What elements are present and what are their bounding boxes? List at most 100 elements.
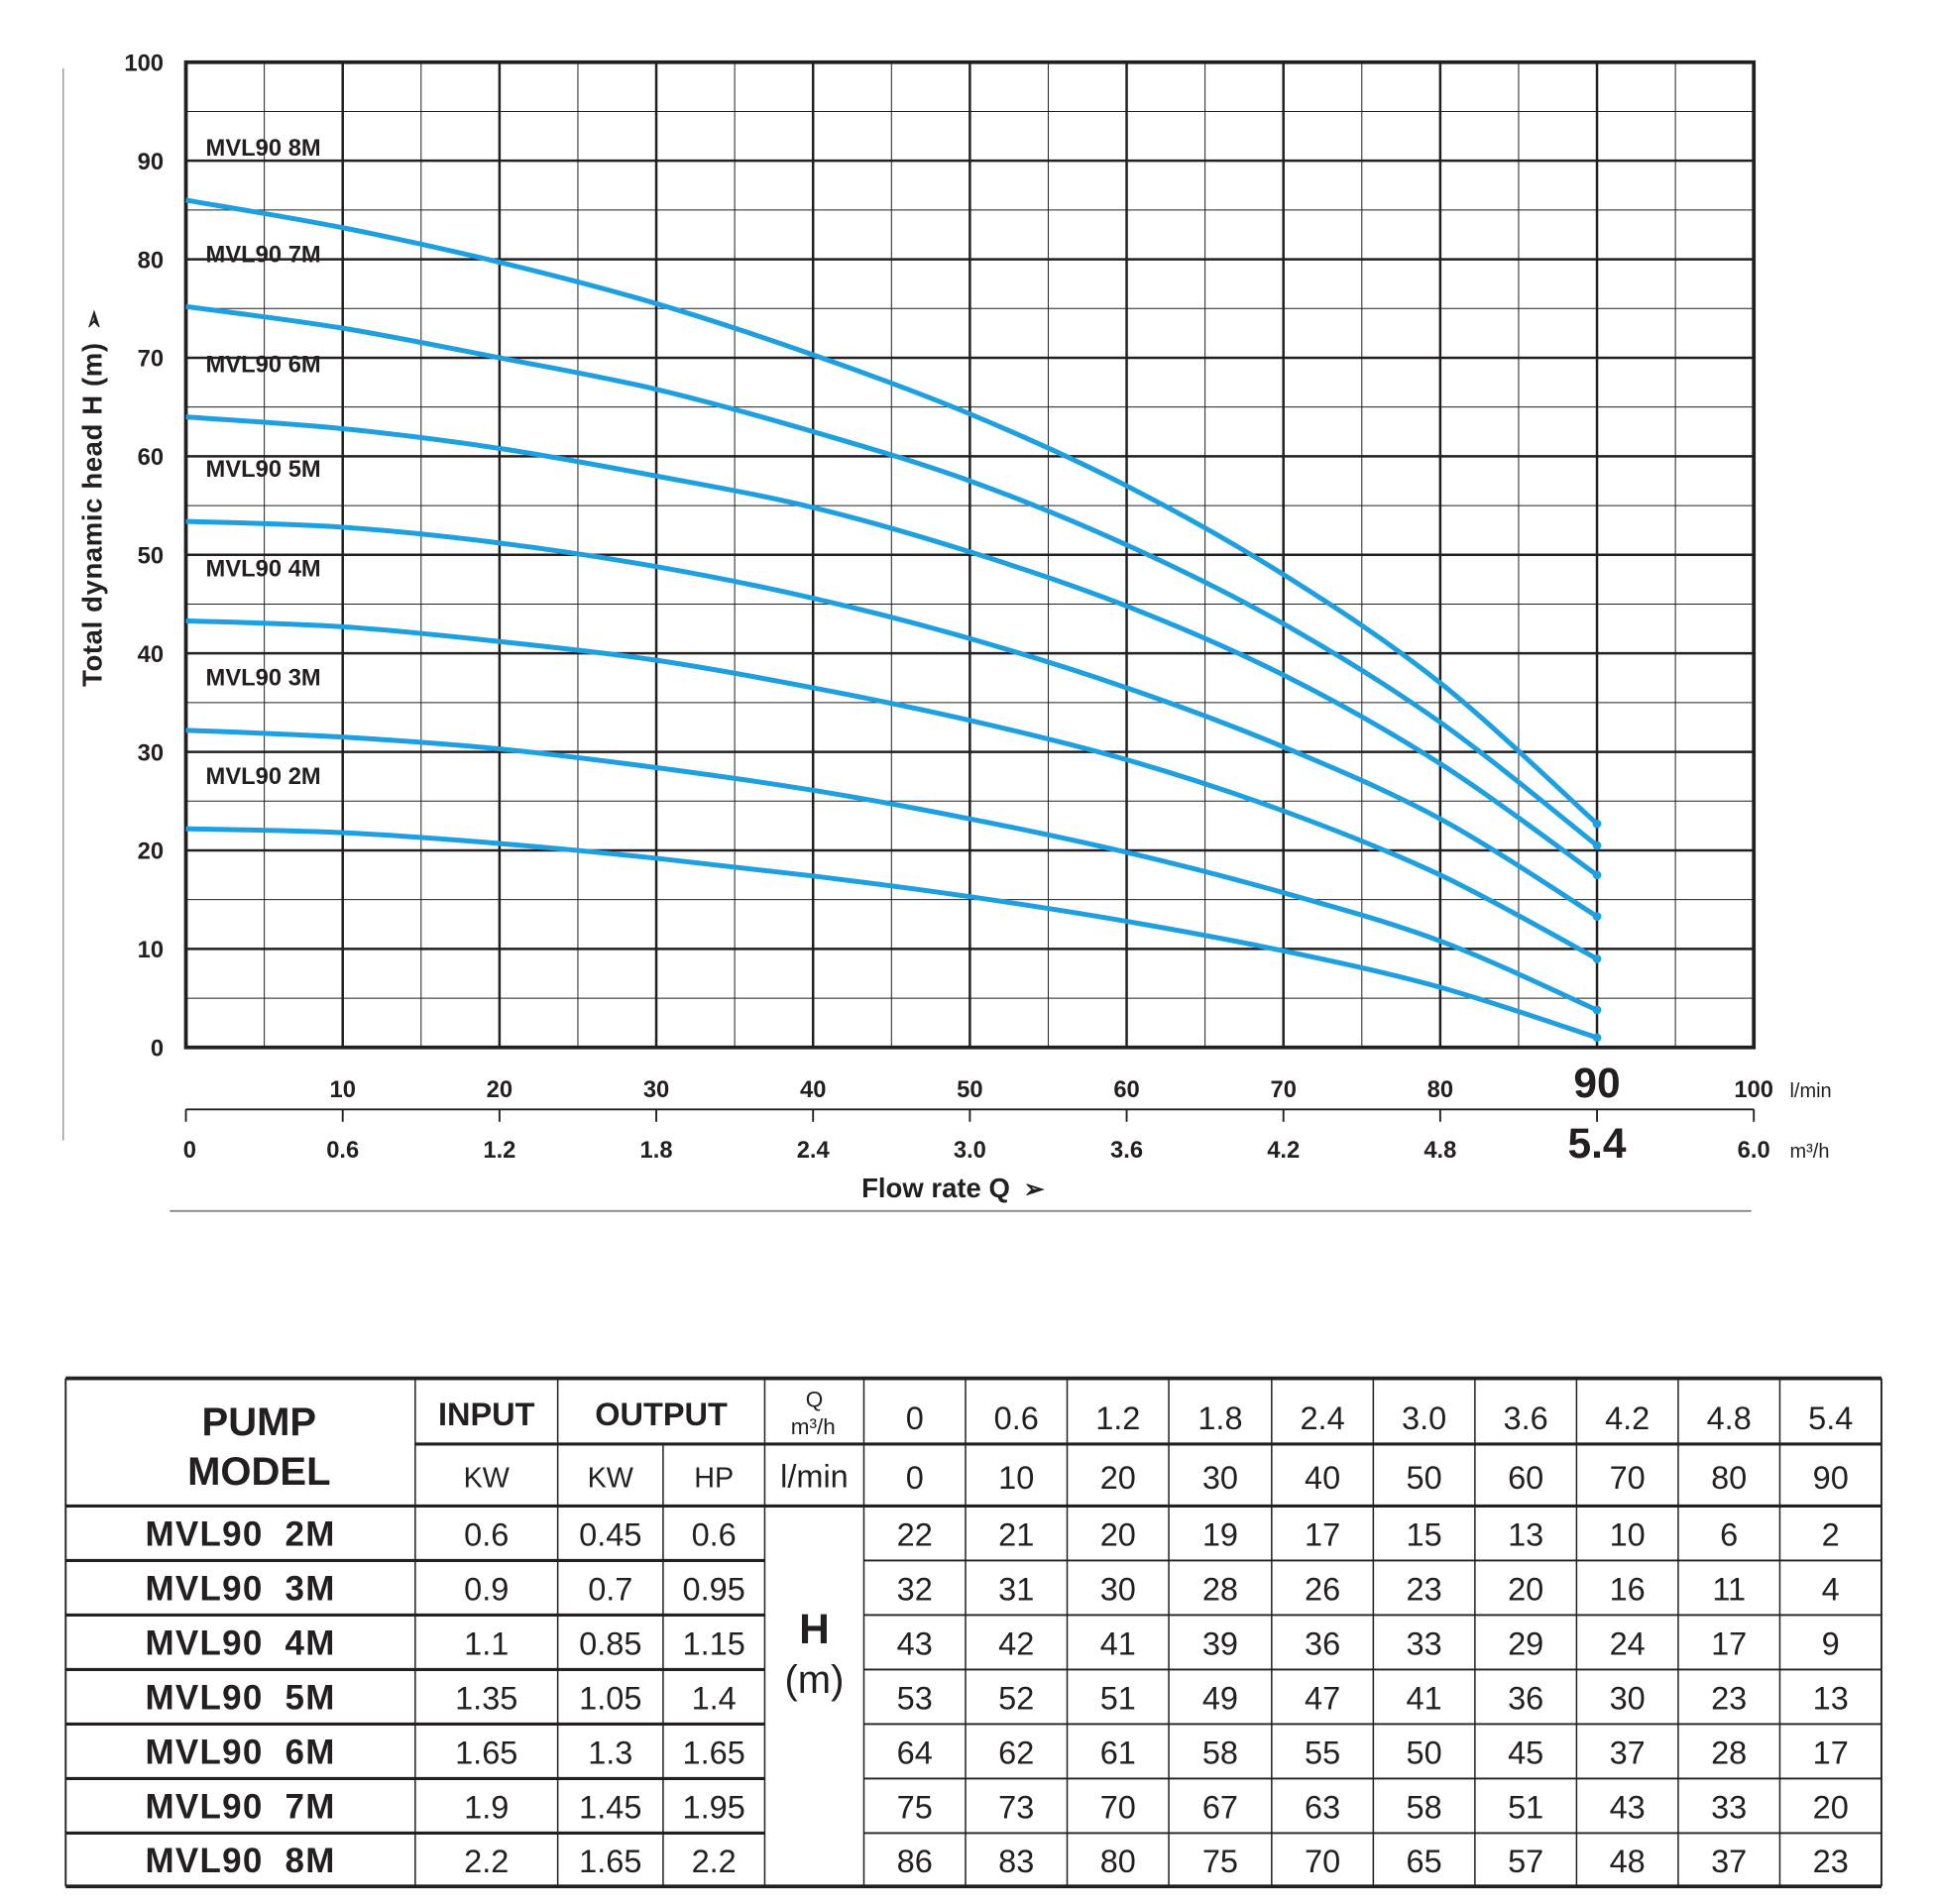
table-row-head-value: 32 (897, 1571, 933, 1607)
x-tick-lmin: 80 (1427, 1076, 1453, 1103)
table-row-head-value: 43 (897, 1625, 933, 1661)
table-row-hp: 1.15 (683, 1625, 745, 1661)
table-row-head-value: 11 (1712, 1571, 1746, 1607)
table-row-hp: 0.95 (683, 1571, 745, 1607)
x-tick-lmin: 50 (957, 1076, 982, 1103)
table-row-head-value: 30 (1100, 1571, 1136, 1607)
q-lmin-value: 60 (1508, 1460, 1543, 1496)
table-row-head-value: 64 (897, 1735, 933, 1770)
table-row-input-kw: 0.6 (464, 1516, 509, 1552)
table-row-head-value: 63 (1305, 1789, 1340, 1825)
curve-mvl90-5m (185, 518, 1599, 919)
q-m3h-value: 1.2 (1095, 1400, 1140, 1436)
table-row-hp: 1.95 (683, 1789, 745, 1825)
x-tick-m3h: 3.0 (954, 1137, 986, 1164)
plot-frame (183, 59, 1757, 1050)
x-tick-m3h: 4.8 (1424, 1137, 1456, 1164)
curve-end-point (1592, 840, 1602, 850)
q-m3h-value: 0.6 (994, 1400, 1039, 1436)
table-row-head-value: 21 (998, 1516, 1034, 1552)
y-tick-label: 100 (124, 51, 164, 77)
curve-label: MVL90 7M (206, 241, 321, 268)
y-tick-label: 60 (138, 444, 164, 471)
y-tick-label: 50 (138, 543, 164, 570)
q-m3h-value: 5.4 (1808, 1400, 1853, 1436)
table-row-head-value: 41 (1100, 1625, 1136, 1661)
table-row-output-kw: 0.7 (588, 1571, 632, 1607)
table-row-head-value: 45 (1508, 1735, 1543, 1770)
table-row-head-value: 6 (1720, 1516, 1738, 1552)
table-row-output-kw: 0.45 (579, 1516, 641, 1552)
table-row-head-value: 75 (897, 1789, 933, 1825)
table-row-head-value: 86 (897, 1844, 933, 1879)
table-row-output-kw: 1.65 (579, 1844, 641, 1879)
y-tick-label: 80 (138, 247, 164, 274)
table-row-head-value: 42 (998, 1625, 1034, 1661)
table-row-head-value: 31 (998, 1571, 1034, 1607)
table-row-head-value: 55 (1305, 1735, 1340, 1770)
table-row-head-value: 73 (998, 1789, 1034, 1825)
table-row-head-value: 43 (1610, 1789, 1646, 1825)
output-hp-header: HP (694, 1463, 734, 1495)
table-row-head-value: 17 (1305, 1516, 1340, 1552)
output-kw-header: KW (588, 1463, 634, 1495)
table-row-head-value: 13 (1508, 1516, 1543, 1552)
curve-label: MVL90 3M (206, 665, 321, 692)
q-lmin-value: 20 (1100, 1460, 1136, 1496)
table-row-head-value: 70 (1100, 1789, 1136, 1825)
table-row-head-value: 62 (998, 1735, 1034, 1770)
x-tick-lmin: 40 (800, 1076, 826, 1103)
x-tick-lmin: 60 (1113, 1076, 1139, 1103)
input-kw-header: KW (464, 1463, 511, 1495)
table-row-head-value: 26 (1305, 1571, 1340, 1607)
x-tick-m3h: 5.4 (1567, 1121, 1626, 1168)
curve-label: MVL90 5M (206, 456, 321, 483)
table-row-head-value: 23 (1407, 1571, 1442, 1607)
y-tick-label: 90 (138, 149, 164, 175)
table-row-head-value: 36 (1305, 1625, 1340, 1661)
x-tick-m3h: 0 (183, 1137, 196, 1164)
table-row-head-value: 30 (1610, 1680, 1646, 1716)
y-axis-label: Total dynamic head H (m) (77, 342, 108, 687)
table-row-head-value: 37 (1610, 1735, 1646, 1770)
x-tick-m3h: 0.6 (326, 1137, 359, 1164)
table-row-input-kw: 1.35 (455, 1680, 517, 1716)
table-row-head-value: 24 (1610, 1625, 1646, 1661)
q-m3h-value: 4.8 (1707, 1400, 1752, 1436)
table-row-model: MVL90 3M (145, 1569, 335, 1608)
y-tick-label: 0 (151, 1036, 164, 1063)
table-row-output-kw: 1.45 (579, 1789, 641, 1825)
table-row-output-kw: 0.85 (579, 1625, 641, 1661)
x-axis-label: Flow rate Q (861, 1173, 1010, 1203)
q-lmin-value: 50 (1407, 1460, 1442, 1496)
x-unit-m3h: m³/h (1789, 1141, 1829, 1163)
curve-label: MVL90 6M (206, 352, 321, 379)
table-row-head-value: 50 (1407, 1735, 1442, 1770)
q-lmin-value: 70 (1610, 1460, 1646, 1496)
x-unit-lmin: l/min (1789, 1080, 1831, 1102)
table-row-head-value: 28 (1202, 1571, 1238, 1607)
q-lmin-value: 80 (1711, 1460, 1747, 1496)
table-row-head-value: 23 (1813, 1844, 1849, 1879)
x-tick-m3h: 6.0 (1738, 1137, 1770, 1164)
table-row-model: MVL90 6M (145, 1733, 335, 1771)
y-tick-label: 70 (138, 346, 164, 373)
q-m3h-value: 3.6 (1504, 1400, 1548, 1436)
table-row-head-value: 19 (1202, 1516, 1238, 1552)
curve-end-point (1592, 1033, 1602, 1043)
table-row-head-value: 22 (897, 1516, 933, 1552)
curve-mvl90-8m (185, 197, 1599, 826)
x-tick-m3h: 1.2 (483, 1137, 515, 1164)
table-row-hp: 1.65 (683, 1735, 745, 1770)
table-row-head-value: 48 (1610, 1844, 1646, 1879)
curve-mvl90-2m (185, 826, 1598, 1041)
q-lmin-value: 90 (1813, 1460, 1849, 1496)
table-row-output-kw: 1.3 (588, 1735, 632, 1770)
q-lmin-value: 30 (1202, 1460, 1238, 1496)
table-row-head-value: 65 (1407, 1844, 1442, 1879)
table-row-head-value: 28 (1711, 1735, 1747, 1770)
y-tick-label: 40 (138, 641, 164, 668)
table-row-input-kw: 1.9 (464, 1789, 509, 1825)
